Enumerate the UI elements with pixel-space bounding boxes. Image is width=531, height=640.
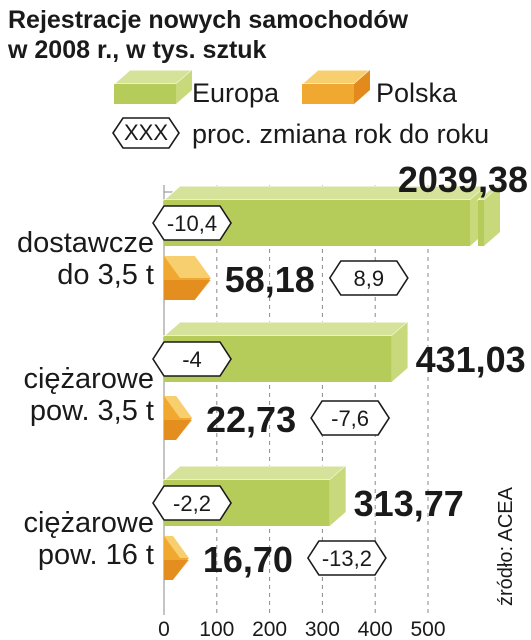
x-tick-label: 100 bbox=[199, 618, 234, 640]
change-badge-polska: 8,9 bbox=[328, 260, 409, 296]
change-badge-europa-text: -4 bbox=[182, 347, 202, 372]
source-note: źródło: ACEA bbox=[495, 486, 517, 606]
legend-label-polska: Polska bbox=[376, 78, 458, 108]
change-badge-polska-text: 8,9 bbox=[354, 266, 385, 291]
legend-change-symbol-text: XXX bbox=[124, 120, 168, 145]
legend: Europa Polska XXX proc. zmiana rok do roku bbox=[112, 69, 489, 149]
value-label-europa: 431,03 bbox=[416, 339, 526, 380]
chart-title: Rejestracje nowych samochodów w 2008 r.,… bbox=[7, 6, 409, 64]
legend-swatch-europa bbox=[112, 69, 194, 104]
bar-polska bbox=[164, 396, 193, 440]
category-label-line-1: ciężarowe bbox=[23, 363, 154, 395]
change-badge-europa: -10,4 bbox=[152, 205, 232, 241]
bar-polska bbox=[164, 536, 189, 580]
change-badge-polska: -7,6 bbox=[310, 400, 391, 436]
value-label-polska: 58,18 bbox=[225, 259, 315, 300]
legend-change-symbol bbox=[112, 117, 180, 149]
change-badge-europa: -2,2 bbox=[152, 485, 232, 521]
change-badge-europa-text: -2,2 bbox=[173, 491, 211, 516]
value-label-europa: 313,77 bbox=[354, 483, 464, 524]
value-label-polska: 22,73 bbox=[206, 399, 296, 440]
change-badge-polska-text: -13,2 bbox=[322, 546, 372, 571]
chart-title-line-1: Rejestracje nowych samochodów bbox=[8, 6, 409, 34]
x-tick-label: 500 bbox=[410, 618, 445, 640]
value-label-polska: 16,70 bbox=[203, 539, 293, 580]
category-label-line-2: pow. 3,5 t bbox=[30, 395, 154, 427]
category-label-line-2: pow. 16 t bbox=[38, 539, 154, 571]
x-tick-label: 400 bbox=[358, 618, 393, 640]
change-badge-europa: -4 bbox=[152, 341, 232, 377]
legend-swatch-polska bbox=[300, 69, 372, 104]
bar-polska bbox=[164, 256, 211, 300]
value-label-europa: 2039,38 bbox=[398, 159, 528, 200]
legend-label-change: proc. zmiana rok do roku bbox=[192, 119, 489, 149]
x-tick-label: 300 bbox=[305, 618, 340, 640]
change-badge-polska: -13,2 bbox=[306, 540, 387, 576]
bars: 2039,38 -10,4 58,18 8,9 431,03 -4 22,73 -7,6 313… bbox=[152, 159, 528, 580]
x-axis: 0 100 200 300 400 500 bbox=[158, 618, 445, 640]
category-label-line-1: ciężarowe bbox=[23, 507, 154, 539]
category-label-line-1: dostawcze bbox=[17, 227, 154, 259]
change-badge-polska-text: -7,6 bbox=[331, 406, 369, 431]
legend-label-europa: Europa bbox=[192, 78, 280, 108]
x-tick-label: 200 bbox=[252, 618, 287, 640]
chart-title-line-2: w 2008 r., w tys. sztuk bbox=[7, 36, 267, 64]
change-badge-europa-text: -10,4 bbox=[167, 211, 217, 236]
x-tick-label: 0 bbox=[158, 618, 170, 640]
category-label-line-2: do 3,5 t bbox=[57, 259, 154, 291]
